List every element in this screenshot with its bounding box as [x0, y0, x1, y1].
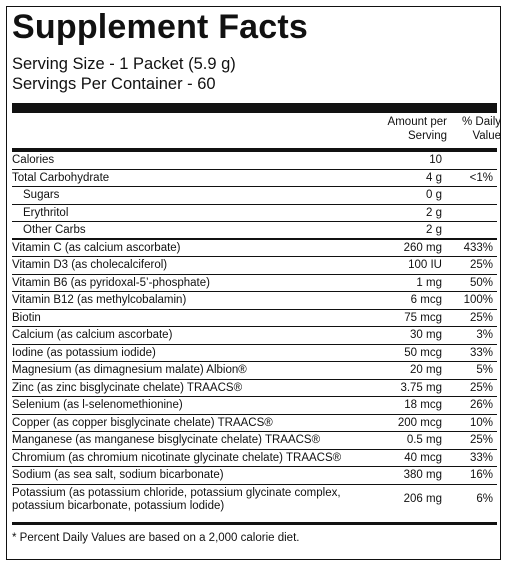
nutrient-row: Potassium (as potassium chloride, potass…	[12, 485, 497, 515]
nutrient-amount: 0.5 mg	[406, 434, 442, 446]
nutrient-daily-value: 16%	[469, 469, 493, 481]
nutrient-name: Calories	[12, 154, 55, 166]
daily-value-footnote: * Percent Daily Values are based on a 2,…	[12, 532, 300, 544]
nutrient-row: Vitamin B12 (as methylcobalamin) 6 mcg 1…	[12, 292, 497, 310]
nutrient-row: Sugars 0 g	[12, 187, 497, 205]
nutrient-row: Selenium (as l-selenomethionine) 18 mcg …	[12, 397, 497, 415]
nutrient-name: Biotin	[12, 311, 41, 324]
thick-divider	[12, 103, 497, 113]
nutrient-table: Calories 10 Total Carbohydrate 4 g <1% S…	[12, 152, 497, 515]
nutrient-amount: 10	[429, 154, 442, 166]
nutrient-row: Copper (as copper bisglycinate chelate) …	[12, 415, 497, 432]
nutrient-amount: 2 g	[426, 224, 442, 236]
nutrient-amount: 75 mcg	[404, 311, 442, 324]
nutrient-name: Selenium (as l-selenomethionine)	[12, 399, 183, 411]
nutrient-row: Iodine (as potassium iodide) 50 mcg 33%	[12, 345, 497, 362]
nutrient-daily-value: 3%	[476, 329, 493, 341]
label-title: Supplement Facts	[12, 8, 309, 46]
nutrient-daily-value: 26%	[469, 399, 493, 411]
nutrient-row: Erythritol 2 g	[12, 205, 497, 222]
nutrient-daily-value: 10%	[469, 416, 493, 429]
nutrient-amount: 20 mg	[410, 364, 442, 376]
supplement-facts-panel	[6, 6, 501, 560]
nutrient-amount: 6 mcg	[410, 294, 442, 306]
nutrient-row: Other Carbs 2 g	[12, 222, 497, 240]
nutrient-row: Vitamin D3 (as cholecalciferol) 100 IU 2…	[12, 257, 497, 275]
nutrient-name: Magnesium (as dimagnesium malate) Albion…	[12, 364, 247, 376]
header-divider	[12, 148, 497, 152]
nutrient-amount: 200 mcg	[397, 416, 442, 429]
nutrient-amount: 260 mg	[403, 241, 442, 254]
nutrient-amount: 18 mcg	[404, 399, 442, 411]
nutrient-daily-value: 5%	[476, 364, 493, 376]
servings-per-container: Servings Per Container - 60	[12, 75, 216, 93]
nutrient-row: Zinc (as zinc bisglycinate chelate) TRAA…	[12, 380, 497, 397]
nutrient-amount: 30 mg	[410, 329, 442, 341]
nutrient-name: Other Carbs	[23, 224, 86, 236]
nutrient-row: Chromium (as chromium nicotinate glycina…	[12, 450, 497, 467]
nutrient-amount: 40 mcg	[404, 451, 442, 464]
nutrient-daily-value: 433%	[463, 241, 493, 254]
nutrient-daily-value: 33%	[469, 451, 493, 464]
nutrient-row: Total Carbohydrate 4 g <1%	[12, 170, 497, 187]
nutrient-name: Manganese (as manganese bisglycinate che…	[12, 434, 321, 446]
nutrient-amount: 3.75 mg	[400, 381, 442, 394]
nutrient-daily-value: 100%	[463, 294, 493, 306]
footer-divider	[12, 522, 497, 525]
nutrient-row: Vitamin C (as calcium ascorbate) 260 mg …	[12, 240, 497, 257]
nutrient-amount: 100 IU	[408, 259, 442, 271]
nutrient-amount: 1 mg	[416, 276, 442, 289]
nutrient-name: Iodine (as potassium iodide)	[12, 346, 156, 359]
nutrient-row: Calcium (as calcium ascorbate) 30 mg 3%	[12, 327, 497, 345]
nutrient-amount: 4 g	[426, 171, 442, 184]
serving-size: Serving Size - 1 Packet (5.9 g)	[12, 55, 236, 73]
nutrient-name: Sugars	[23, 189, 60, 201]
nutrient-name: Vitamin B6 (as pyridoxal-5’-phosphate)	[12, 276, 210, 289]
amount-column-header: Amount per Serving	[387, 116, 447, 142]
nutrient-row: Magnesium (as dimagnesium malate) Albion…	[12, 362, 497, 380]
nutrient-amount: 206 mg	[403, 492, 442, 505]
nutrient-daily-value: 33%	[469, 346, 493, 359]
nutrient-daily-value: 50%	[469, 276, 493, 289]
daily-value-column-header: % Daily Value	[462, 116, 501, 142]
nutrient-row: Manganese (as manganese bisglycinate che…	[12, 432, 497, 450]
nutrient-daily-value: <1%	[469, 171, 493, 184]
nutrient-daily-value: 25%	[469, 381, 493, 394]
nutrient-daily-value: 6%	[476, 492, 493, 505]
nutrient-name: Total Carbohydrate	[12, 171, 110, 184]
nutrient-daily-value: 25%	[469, 259, 493, 271]
nutrient-amount: 50 mcg	[404, 346, 442, 359]
nutrient-name: Calcium (as calcium ascorbate)	[12, 329, 173, 341]
nutrient-daily-value: 25%	[469, 311, 493, 324]
nutrient-amount: 380 mg	[403, 469, 442, 481]
nutrient-row: Sodium (as sea salt, sodium bicarbonate)…	[12, 467, 497, 485]
nutrient-name: Vitamin B12 (as methylcobalamin)	[12, 294, 187, 306]
nutrient-name: Chromium (as chromium nicotinate glycina…	[12, 451, 342, 464]
nutrient-row: Biotin 75 mcg 25%	[12, 310, 497, 327]
nutrient-daily-value: 25%	[469, 434, 493, 446]
nutrient-amount: 2 g	[426, 206, 442, 219]
nutrient-name: Sodium (as sea salt, sodium bicarbonate)	[12, 469, 224, 481]
nutrient-name: Copper (as copper bisglycinate chelate) …	[12, 416, 273, 429]
nutrient-row: Calories 10	[12, 152, 497, 170]
serving-info: Serving Size - 1 Packet (5.9 g) Servings…	[12, 54, 236, 94]
nutrient-name: Potassium (as potassium chloride, potass…	[12, 486, 341, 512]
nutrient-amount: 0 g	[426, 189, 442, 201]
nutrient-name: Erythritol	[23, 206, 69, 219]
nutrient-name: Zinc (as zinc bisglycinate chelate) TRAA…	[12, 381, 243, 394]
nutrient-name: Vitamin C (as calcium ascorbate)	[12, 241, 181, 254]
nutrient-name: Vitamin D3 (as cholecalciferol)	[12, 259, 168, 271]
nutrient-row: Vitamin B6 (as pyridoxal-5’-phosphate) 1…	[12, 275, 497, 292]
